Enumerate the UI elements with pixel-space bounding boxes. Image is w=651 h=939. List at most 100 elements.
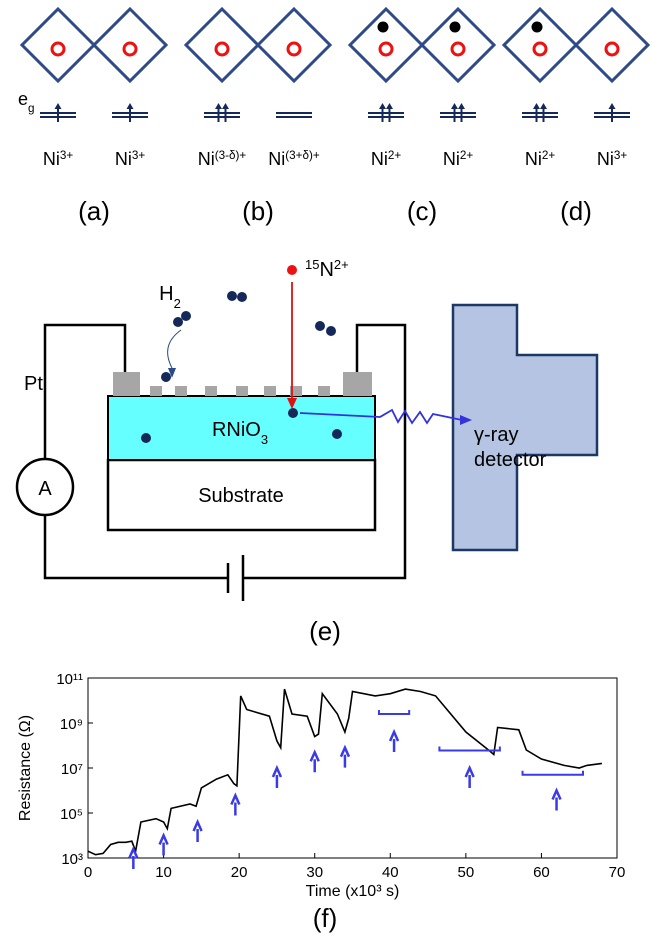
ion-label-part: N <box>319 259 333 281</box>
octahedron <box>19 6 97 84</box>
ion-label-part: Ni <box>268 149 285 169</box>
y-axis-label: Resistance (Ω) <box>17 715 34 821</box>
x-tick-label: 30 <box>306 864 323 881</box>
panel-label: (e) <box>309 616 341 646</box>
ion-label-part: 2+ <box>334 257 349 272</box>
film-label: RNiO3 <box>212 419 268 447</box>
octahedron <box>183 6 261 84</box>
gamma-ray <box>299 408 463 425</box>
ion-label-part: 3+ <box>132 149 146 162</box>
x-tick-label: 70 <box>609 864 626 881</box>
octahedron <box>573 6 651 84</box>
ni-site <box>450 41 466 57</box>
electron-head <box>540 103 547 109</box>
injection-arrow <box>309 749 320 773</box>
ion-label: Ni(3+δ)+ <box>268 149 320 170</box>
h2-label-part: 2 <box>174 296 181 311</box>
ni-site <box>214 41 230 57</box>
injection-arrow <box>230 792 241 816</box>
octahedron <box>501 6 579 84</box>
film <box>107 395 376 461</box>
ni-site <box>604 41 620 57</box>
substrate-label: Substrate <box>198 485 284 507</box>
arrow-head <box>287 398 297 409</box>
pt-islands <box>150 386 330 396</box>
film-label-part: RNiO <box>212 419 261 441</box>
detector-label: detector <box>474 449 547 471</box>
data-line <box>87 688 603 856</box>
electron-head <box>222 103 229 109</box>
electron-head <box>379 103 386 109</box>
ion-label-part: (3-δ)+ <box>215 149 247 162</box>
injection-arrow <box>388 728 400 752</box>
wire <box>43 323 127 459</box>
ion-label: Ni3+ <box>43 149 74 170</box>
ammeter-label: A <box>38 478 52 500</box>
ni-site <box>50 41 66 57</box>
ion-label: Ni2+ <box>525 149 556 170</box>
ion-label: Ni2+ <box>371 149 402 170</box>
hole <box>449 21 461 33</box>
ion-label: Ni3+ <box>597 149 628 170</box>
electron-head <box>533 103 540 109</box>
panel-label: (d) <box>560 196 592 226</box>
y-tick-label: 10⁹ <box>60 716 83 733</box>
panel-label: (f) <box>313 903 338 933</box>
ion <box>287 265 297 275</box>
film-label-part: 3 <box>261 432 268 447</box>
ion-label-part: 3+ <box>614 149 628 162</box>
x-tick-label: 60 <box>533 864 550 881</box>
x-tick-label: 0 <box>84 864 92 881</box>
hole <box>531 21 543 33</box>
h2-label-part: H <box>159 283 173 305</box>
eg-label: eg <box>18 89 35 115</box>
ion-label: 15N2+ <box>305 257 349 282</box>
ion-label-part: 15 <box>305 257 319 272</box>
pt-label: Pt <box>24 373 43 395</box>
ion-label-part: 2+ <box>460 149 474 162</box>
ion-label-part: (3+δ)+ <box>285 149 320 162</box>
injection-arrow <box>464 764 475 788</box>
detector <box>451 303 599 552</box>
molecules <box>141 291 342 443</box>
x-tick-label: 10 <box>155 864 172 881</box>
injection-arrow <box>271 764 283 788</box>
bracket <box>521 770 584 776</box>
ammeter <box>15 457 75 517</box>
ion-label-part: Ni <box>525 149 542 169</box>
electron-head <box>215 103 222 109</box>
ni-site <box>378 41 394 57</box>
ni-site <box>532 41 548 57</box>
substrate <box>106 458 377 532</box>
ion-label-part: Ni <box>115 149 132 169</box>
y-tick-label: 10³ <box>61 851 83 868</box>
injection-arrow <box>551 787 562 811</box>
y-tick-label: 10¹¹ <box>56 671 83 688</box>
x-axis-label: Time (x10³ s) <box>306 883 400 900</box>
ion-label-part: Ni <box>371 149 388 169</box>
injection-arrow <box>339 744 351 768</box>
ion-label-part: Ni <box>597 149 614 169</box>
electron-head <box>386 103 393 109</box>
wire <box>43 515 228 580</box>
octahedron <box>419 6 497 84</box>
detector-label: γ-ray <box>474 424 518 446</box>
ion-label-part: 3+ <box>60 149 74 162</box>
ion-label-part: Ni <box>43 149 60 169</box>
bracket <box>438 746 501 752</box>
x-tick-label: 20 <box>231 864 248 881</box>
electron-head <box>126 103 134 109</box>
panel-label: (c) <box>407 196 437 226</box>
ion-label: Ni3+ <box>115 149 146 170</box>
x-tick-label: 40 <box>382 864 399 881</box>
electron-head <box>451 103 458 109</box>
electron-head <box>608 103 616 109</box>
bracket <box>377 710 411 716</box>
ion-label-part: 2+ <box>388 149 402 162</box>
injection-arrow <box>158 832 169 856</box>
pt-electrode <box>343 372 372 396</box>
ni-site <box>286 41 302 57</box>
octahedron <box>347 6 425 84</box>
panel-label: (a) <box>78 196 110 226</box>
